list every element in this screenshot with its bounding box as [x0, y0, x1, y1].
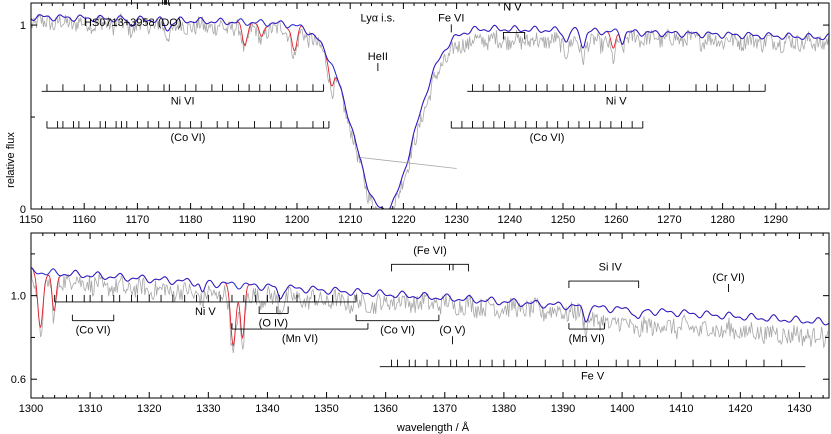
x-tick-label: 1430 — [787, 403, 811, 415]
line-annotation: Lyα i.s. — [361, 12, 396, 24]
line-bracket-label: (Co VI) — [530, 132, 565, 144]
x-tick-label: 1370 — [433, 403, 457, 415]
line-annotation: (Cr VI) — [712, 272, 744, 284]
x-tick-label: 1390 — [551, 403, 575, 415]
y-tick-label: 0 — [20, 204, 26, 216]
x-tick-label: 1340 — [255, 403, 279, 415]
line-bracket-label: (Co VI) — [380, 325, 415, 337]
x-tick-label: 1250 — [551, 214, 575, 226]
x-tick-label: 1410 — [669, 403, 693, 415]
y-tick-label: 0.6 — [11, 374, 26, 386]
x-tick-label: 1260 — [604, 214, 628, 226]
line-bracket-label: (Co VI) — [76, 325, 111, 337]
x-tick-label: 1230 — [444, 214, 468, 226]
line-annotation: N V — [503, 1, 522, 13]
line-annotation: (Fe VI) — [413, 245, 447, 257]
ism-line — [360, 157, 457, 169]
line-annotation: (O V) — [439, 324, 465, 336]
line-bracket-label: (Mn VI) — [282, 333, 318, 345]
y-axis-label: relative flux — [5, 132, 17, 188]
line-annotation: Fe VI — [438, 12, 464, 24]
chart-title: HS0713+3958 (DO) — [84, 17, 182, 29]
top-bracket — [568, 280, 640, 289]
x-tick-label: 1210 — [338, 214, 362, 226]
top-bracket — [391, 263, 469, 272]
line-bracket-label: Ni VI — [171, 95, 195, 107]
top-panel: 1150 1160 1170 1180 1190 1200 1210 1220 1230 1240… — [19, 0, 830, 226]
x-tick-label: 1310 — [78, 403, 102, 415]
x-tick-label: 1420 — [728, 403, 752, 415]
model-spectrum-blue-line — [30, 14, 830, 210]
x-tick-label: 1280 — [710, 214, 734, 226]
x-tick-label: 1400 — [610, 403, 634, 415]
line-bracket-label: (Mn VI) — [569, 333, 605, 345]
model-spectrum-red-line — [30, 14, 830, 210]
x-tick-label: 1320 — [137, 403, 161, 415]
x-tick-label: 1290 — [764, 214, 788, 226]
x-tick-label: 1180 — [179, 214, 203, 226]
x-tick-label: 1160 — [72, 214, 96, 226]
x-tick-label: 1220 — [391, 214, 415, 226]
line-bracket-label: (O IV) — [259, 317, 288, 329]
line-annotation: Si IV — [599, 262, 623, 274]
x-tick-label: 1300 — [19, 403, 43, 415]
x-tick-label: 1200 — [285, 214, 309, 226]
observed-spectrum-line — [30, 267, 829, 354]
x-tick-label: 1170 — [126, 214, 150, 226]
line-bracket-label: Ni V — [195, 306, 216, 318]
line-bracket-label: Fe V — [581, 371, 605, 383]
x-tick-label: 1270 — [657, 214, 681, 226]
x-tick-label: 1190 — [232, 214, 256, 226]
bottom-panel: 1300 1310 1320 1330 1340 1350 1360 1370 1380 1390… — [11, 232, 830, 415]
line-bracket-label: Ni V — [606, 95, 627, 107]
y-tick-label: 1.0 — [11, 291, 26, 303]
plot-frame — [30, 2, 830, 210]
x-axis-label: wavelength / Å — [396, 421, 470, 434]
model-spectrum-blue-line — [30, 267, 830, 326]
n-v-bracket — [502, 31, 526, 40]
x-tick-label: 1330 — [196, 403, 220, 415]
x-tick-label: 1350 — [314, 403, 338, 415]
line-annotation: HeII — [368, 51, 388, 63]
plot-frame — [30, 232, 830, 399]
x-tick-label: 1150 — [19, 214, 43, 226]
line-bracket-label: (Co VI) — [171, 132, 206, 144]
x-tick-label: 1360 — [373, 403, 397, 415]
observed-spectrum-line — [30, 13, 830, 210]
x-tick-label: 1240 — [498, 214, 522, 226]
x-tick-label: 1380 — [492, 403, 516, 415]
y-tick-label: 1 — [20, 20, 26, 32]
